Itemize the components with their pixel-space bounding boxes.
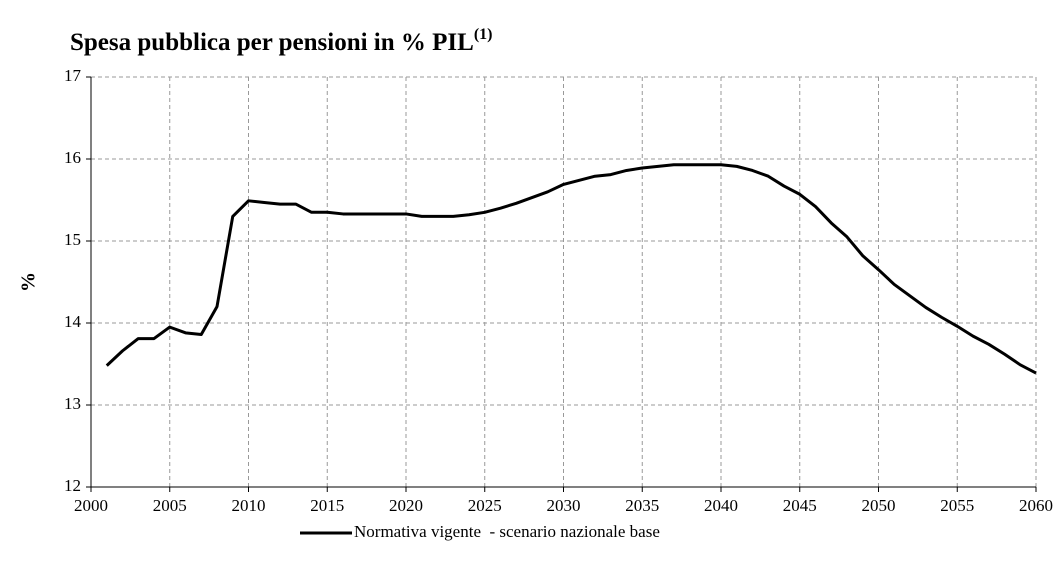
legend-label: Normativa vigente - scenario nazionale b… (354, 522, 660, 541)
y-axis-label: % (18, 272, 40, 292)
x-tick-label: 2045 (783, 496, 817, 515)
y-tick-label: 16 (64, 148, 81, 167)
x-tick-label: 2035 (625, 496, 659, 515)
y-tick-label: 12 (64, 476, 81, 495)
title-superscript: (1) (474, 26, 493, 43)
x-tick-label: 2030 (547, 496, 581, 515)
x-tick-label: 2050 (862, 496, 896, 515)
x-tick-label: 2020 (389, 496, 423, 515)
chart-title: Spesa pubblica per pensioni in % PIL(1) (70, 26, 493, 56)
data-line (105, 163, 1037, 375)
x-tick-label: 2005 (153, 496, 187, 515)
x-tick-label: 2060 (1019, 496, 1053, 515)
y-tick-label: 17 (64, 66, 82, 85)
x-tick-label: 2015 (310, 496, 344, 515)
y-tick-label: 13 (64, 394, 81, 413)
x-tick-label: 2040 (704, 496, 738, 515)
y-tick-label: 14 (64, 312, 82, 331)
x-tick-label: 2000 (74, 496, 108, 515)
y-tick-label: 15 (64, 230, 81, 249)
x-tick-label: 2055 (940, 496, 974, 515)
x-tick-label: 2025 (468, 496, 502, 515)
x-tick-label: 2010 (232, 496, 266, 515)
title-main: Spesa pubblica per pensioni in % PIL (70, 29, 474, 56)
